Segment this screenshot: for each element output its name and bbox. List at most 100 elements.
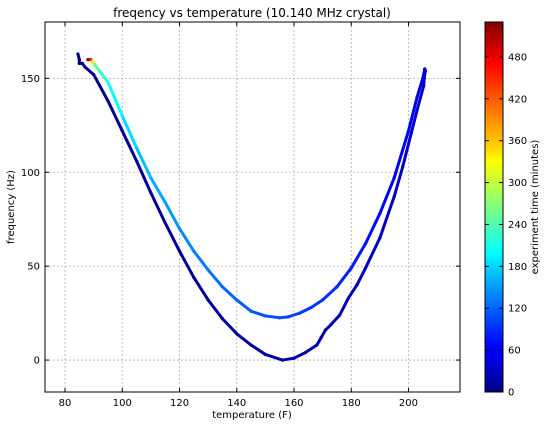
data-point bbox=[149, 176, 153, 180]
data-point bbox=[323, 328, 328, 332]
data-point bbox=[90, 59, 94, 64]
data-segment bbox=[192, 275, 210, 302]
data-point bbox=[378, 236, 382, 240]
data-point bbox=[335, 285, 339, 289]
data-point bbox=[401, 165, 405, 169]
data-segment bbox=[120, 114, 139, 150]
data-point bbox=[192, 275, 196, 280]
grid bbox=[45, 22, 460, 392]
data-point bbox=[86, 57, 90, 62]
data-segment bbox=[206, 268, 224, 289]
data-segment bbox=[135, 159, 153, 195]
data-segment bbox=[409, 108, 419, 135]
data-point bbox=[163, 200, 167, 204]
data-point bbox=[93, 63, 97, 67]
data-point bbox=[192, 249, 196, 253]
data-point bbox=[163, 221, 167, 225]
data-point bbox=[263, 314, 267, 318]
data-segment bbox=[298, 305, 313, 315]
data-segment bbox=[163, 221, 182, 253]
data-segment bbox=[321, 285, 339, 302]
data-point bbox=[409, 131, 413, 135]
data-point bbox=[286, 315, 290, 319]
data-point bbox=[97, 69, 101, 73]
data-point bbox=[249, 343, 253, 347]
x-tick-label: 200 bbox=[399, 398, 418, 409]
data-segment bbox=[309, 298, 325, 309]
data-point bbox=[249, 309, 253, 313]
x-tick-label: 120 bbox=[170, 398, 189, 409]
data-segment bbox=[83, 65, 96, 77]
data-point bbox=[80, 61, 84, 65]
data-segment bbox=[364, 212, 382, 246]
data-point bbox=[134, 159, 139, 163]
data-segment bbox=[263, 352, 285, 362]
data-point bbox=[363, 242, 368, 246]
chart-title: freqency vs temperature (10.140 MHz crys… bbox=[113, 6, 391, 20]
data-segment bbox=[286, 311, 302, 319]
data-segment bbox=[406, 95, 419, 133]
x-tick-label: 140 bbox=[227, 398, 246, 409]
data-point bbox=[235, 298, 239, 302]
colorbar bbox=[484, 21, 504, 393]
data-point bbox=[106, 80, 110, 84]
data-point bbox=[278, 316, 282, 320]
data-segment bbox=[235, 298, 253, 313]
colorbar-tick-label: 360 bbox=[508, 136, 527, 147]
data-point bbox=[235, 332, 239, 336]
data-series bbox=[76, 52, 427, 362]
data-point bbox=[220, 285, 225, 289]
colorbar-tick-label: 120 bbox=[508, 304, 527, 315]
data-segment bbox=[415, 84, 426, 112]
colorbar-tick-label: 420 bbox=[508, 94, 527, 105]
data-point bbox=[83, 65, 87, 69]
colorbar-tick-label: 240 bbox=[508, 220, 527, 231]
data-point bbox=[319, 335, 323, 340]
data-point bbox=[206, 298, 210, 302]
data-segment bbox=[401, 131, 413, 169]
data-segment bbox=[378, 176, 396, 216]
data-segment bbox=[220, 285, 239, 302]
data-segment bbox=[220, 317, 239, 336]
data-segment bbox=[206, 298, 224, 321]
data-point bbox=[106, 99, 110, 103]
plot-area-background bbox=[45, 22, 460, 392]
y-tick-label: 150 bbox=[21, 74, 40, 85]
data-segment bbox=[335, 266, 353, 289]
data-point bbox=[120, 129, 124, 133]
y-tick-label: 100 bbox=[21, 168, 40, 179]
data-point bbox=[309, 305, 313, 310]
data-point bbox=[406, 129, 411, 133]
data-point bbox=[415, 95, 419, 99]
data-point bbox=[349, 266, 353, 270]
colorbar-label: experiment time (minutes) bbox=[530, 140, 541, 275]
data-point bbox=[303, 350, 308, 355]
data-segment bbox=[338, 296, 350, 317]
data-segment bbox=[249, 343, 267, 356]
data-segment bbox=[303, 343, 319, 355]
data-point bbox=[321, 298, 325, 302]
x-tick-label: 180 bbox=[342, 398, 361, 409]
data-segment bbox=[329, 313, 342, 326]
data-point bbox=[329, 322, 333, 326]
x-axis-label: temperature (F) bbox=[212, 410, 292, 421]
plot-frame bbox=[44, 21, 461, 393]
data-point bbox=[423, 69, 427, 73]
colorbar-ticks: 0 60 120 180 240 300 360 420 480 bbox=[485, 52, 527, 399]
data-point bbox=[177, 226, 182, 231]
colorbar-tick-label: 480 bbox=[508, 52, 527, 63]
data-point bbox=[92, 72, 96, 77]
data-point bbox=[77, 57, 81, 62]
data-segment bbox=[378, 195, 396, 240]
data-point bbox=[177, 249, 182, 253]
data-segment bbox=[178, 227, 196, 253]
data-segment bbox=[92, 73, 110, 103]
data-point bbox=[346, 296, 350, 300]
data-point bbox=[422, 76, 426, 80]
data-segment bbox=[263, 314, 282, 320]
data-segment bbox=[415, 76, 425, 99]
colorbar-tick-label: 180 bbox=[508, 262, 527, 273]
colorbar-tick-label: 60 bbox=[508, 346, 521, 357]
y-axis-ticks: 0 50 100 150 bbox=[21, 74, 460, 367]
data-segment bbox=[346, 283, 359, 300]
